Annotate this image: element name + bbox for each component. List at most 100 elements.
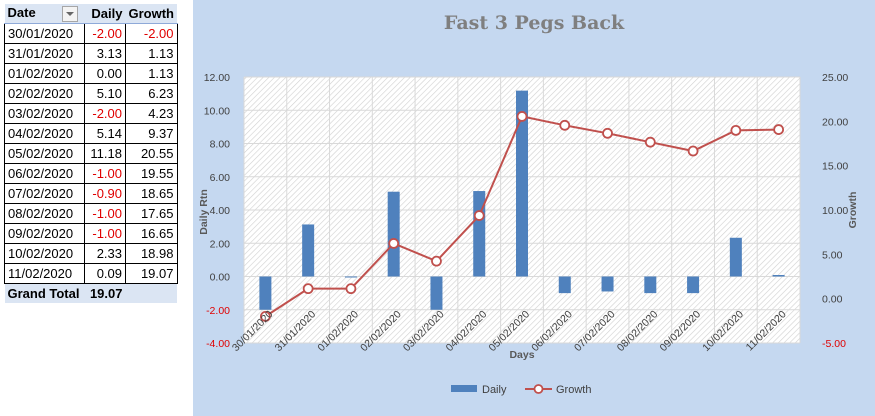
filter-dropdown-icon[interactable] — [61, 5, 78, 22]
daily-column-header: Daily — [84, 4, 126, 24]
y-axis-tick: 6.00 — [210, 172, 231, 184]
growth-marker[interactable] — [302, 283, 314, 295]
pivot-table: Date Daily Growth 30/01/2020 -2.00 -2.00 31… — [4, 4, 178, 303]
date-cell: 10/02/2020 — [4, 243, 85, 264]
growth-cell: 18.65 — [125, 183, 178, 204]
growth-cell: 4.23 — [125, 103, 178, 124]
y2-axis-tick: 10.00 — [822, 205, 848, 217]
growth-cell: 19.07 — [125, 263, 178, 284]
legend-growth-label: Growth — [556, 384, 591, 396]
growth-column-header: Growth — [125, 4, 177, 24]
date-cell: 04/02/2020 — [4, 123, 85, 144]
bar-daily[interactable] — [516, 90, 528, 277]
date-cell: 02/02/2020 — [4, 83, 85, 104]
growth-cell: 1.13 — [125, 43, 178, 64]
growth-cell: 17.65 — [125, 203, 178, 224]
growth-marker[interactable] — [388, 238, 400, 249]
bar-daily[interactable] — [558, 276, 571, 294]
table-row: 09/02/2020 -1.00 16.65 — [4, 223, 178, 244]
y2-axis-tick: 0.00 — [822, 294, 843, 306]
daily-cell: -0.90 — [84, 183, 126, 204]
y-axis-tick: 2.00 — [210, 238, 231, 250]
legend-daily-label: Daily — [482, 384, 507, 396]
bar-daily[interactable] — [430, 276, 443, 310]
table-row: 31/01/2020 3.13 1.13 — [4, 43, 178, 64]
table-row: 04/02/2020 5.14 9.37 — [4, 123, 178, 144]
y-axis-tick: 10.00 — [204, 105, 230, 117]
bar-daily[interactable] — [387, 191, 400, 277]
y2-axis-tick: 25.00 — [822, 72, 848, 84]
bar-daily[interactable] — [302, 224, 315, 277]
daily-cell: -1.00 — [84, 203, 126, 224]
chart-title: Fast 3 Pegs Back — [444, 12, 625, 34]
growth-marker[interactable] — [431, 255, 442, 267]
bar-daily[interactable] — [729, 237, 742, 277]
table-row: 02/02/2020 5.10 6.23 — [4, 83, 178, 104]
growth-marker[interactable] — [559, 119, 571, 131]
growth-cell: 19.55 — [125, 163, 178, 184]
growth-cell: 18.98 — [125, 243, 178, 264]
growth-marker[interactable] — [345, 283, 357, 295]
growth-marker[interactable] — [602, 127, 613, 139]
plot-area: 12.00 10.00 8.00 6.00 4.00 2.00 0.00 -2.00 -4.00… — [198, 72, 859, 396]
growth-marker[interactable] — [644, 136, 656, 148]
date-cell: 08/02/2020 — [4, 203, 85, 224]
y-axis-tick: -2.00 — [206, 305, 230, 317]
legend: Daily Growth — [451, 384, 591, 396]
daily-cell: 11.18 — [84, 143, 126, 164]
date-cell: 11/02/2020 — [4, 263, 85, 284]
grand-total-label: Grand Total — [4, 283, 85, 303]
date-cell: 09/02/2020 — [4, 223, 85, 244]
daily-cell: 5.14 — [84, 123, 126, 144]
y2-axis-tick: 20.00 — [822, 116, 848, 128]
y-axis-tick: 8.00 — [210, 139, 231, 151]
bar-daily[interactable] — [687, 276, 700, 294]
date-column-header[interactable]: Date — [4, 4, 85, 24]
growth-marker[interactable] — [730, 124, 742, 136]
growth-marker[interactable] — [773, 124, 785, 135]
combo-chart[interactable]: Fast 3 Pegs Back 12.00 10.00 8.00 6.00 4.00 2… — [193, 0, 875, 416]
growth-marker[interactable] — [473, 210, 485, 221]
growth-marker[interactable] — [259, 310, 271, 322]
date-cell: 30/01/2020 — [4, 23, 85, 44]
daily-cell: 3.13 — [84, 43, 126, 64]
pivot-header-row: Date Daily Growth — [4, 4, 177, 24]
daily-cell: -1.00 — [84, 223, 126, 244]
table-row: 10/02/2020 2.33 18.98 — [4, 243, 178, 264]
date-cell: 01/02/2020 — [4, 63, 85, 84]
daily-cell: 0.00 — [84, 63, 126, 84]
growth-marker[interactable] — [687, 145, 699, 157]
y-axis-title: Daily Rtn — [198, 189, 210, 235]
growth-marker[interactable] — [516, 111, 528, 122]
daily-cell: 0.09 — [84, 263, 126, 284]
daily-cell: -2.00 — [84, 103, 126, 124]
growth-cell: 6.23 — [125, 83, 178, 104]
table-row: 03/02/2020 -2.00 4.23 — [4, 103, 178, 124]
legend-growth-marker — [533, 384, 544, 394]
table-row: 08/02/2020 -1.00 17.65 — [4, 203, 178, 224]
daily-cell: -1.00 — [84, 163, 126, 184]
date-cell: 05/02/2020 — [4, 143, 85, 164]
date-cell: 03/02/2020 — [4, 103, 85, 124]
bar-daily[interactable] — [344, 276, 357, 278]
growth-cell: 16.65 — [125, 223, 178, 244]
table-row: 01/02/2020 0.00 1.13 — [4, 63, 178, 84]
y2-axis-tick: -5.00 — [822, 338, 846, 350]
bar-daily[interactable] — [601, 276, 614, 292]
legend-daily-swatch — [451, 385, 477, 392]
date-cell: 06/02/2020 — [4, 163, 85, 184]
daily-cell: -2.00 — [84, 23, 126, 44]
date-cell: 07/02/2020 — [4, 183, 85, 204]
bar-daily[interactable] — [772, 275, 785, 277]
table-row: 11/02/2020 0.09 19.07 — [4, 263, 178, 284]
growth-cell: 20.55 — [125, 143, 178, 164]
daily-cell: 5.10 — [84, 83, 126, 104]
y-axis-tick: -4.00 — [206, 338, 230, 350]
bar-daily[interactable] — [259, 276, 272, 310]
bar-daily[interactable] — [644, 276, 657, 294]
daily-cell: 2.33 — [84, 243, 126, 264]
y-axis-tick: 0.00 — [210, 272, 231, 284]
grand-total-value: 19.07 — [84, 283, 126, 303]
growth-cell: 9.37 — [125, 123, 178, 144]
table-row: 07/02/2020 -0.90 18.65 — [4, 183, 178, 204]
